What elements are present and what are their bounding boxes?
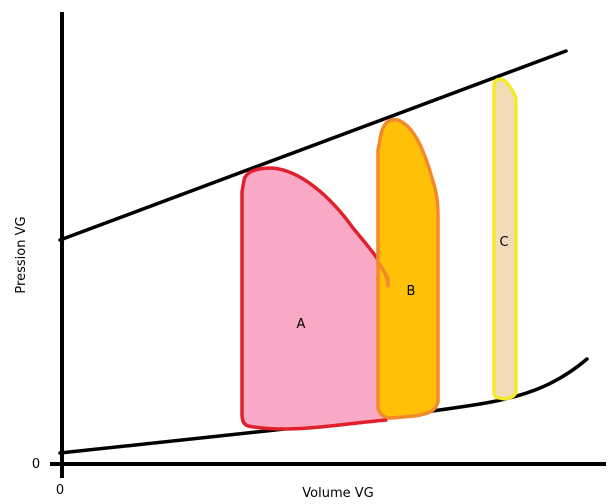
loop-b xyxy=(376,117,440,420)
loop-c xyxy=(492,77,518,401)
loop-a-label: A xyxy=(297,317,306,332)
origin-x-label: 0 xyxy=(56,483,64,498)
origin-y-label: 0 xyxy=(32,457,40,472)
x-axis-label: Volume VG xyxy=(302,486,373,501)
y-axis-label: Pression VG xyxy=(14,216,29,293)
loop-c-label: C xyxy=(499,235,508,250)
upper-boundary-line xyxy=(58,49,568,242)
loop-a xyxy=(240,166,388,431)
loop-b-label: B xyxy=(407,284,416,299)
